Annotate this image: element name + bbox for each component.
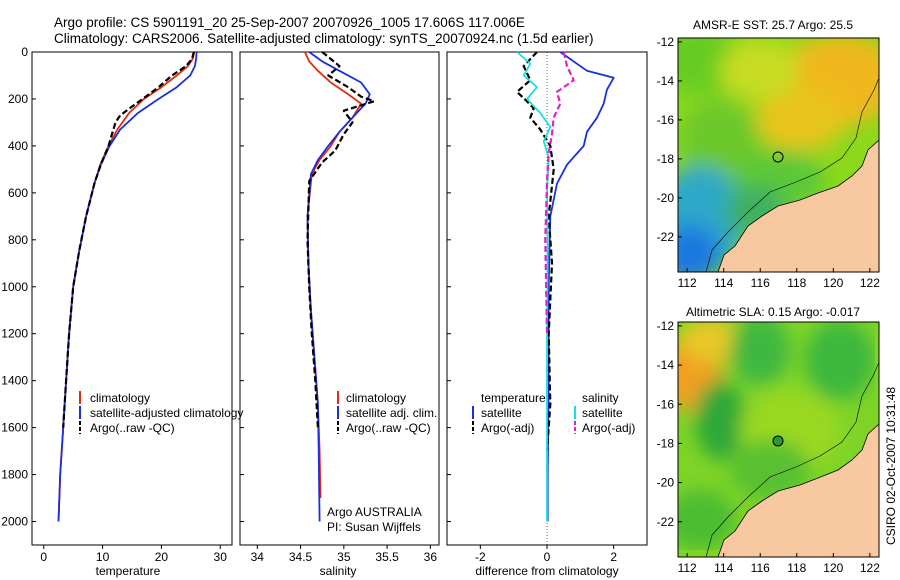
temperature-axis-label: temperature (96, 564, 161, 578)
series-layer (57, 51, 615, 522)
salinity-series-satellite-adj-clim- (306, 51, 371, 522)
depth-tick-label: 1800 (1, 468, 28, 482)
temperature-xtick-label: 20 (155, 550, 169, 564)
amsre-sst-map-lat-label: -12 (657, 35, 675, 49)
amsre-sst-map-lat-label: -18 (657, 152, 675, 166)
axes-layer: 0 10 20 30020040060080010001200140016001800… (1, 45, 617, 564)
altimetric-sla-map-lat-label: -14 (657, 358, 675, 372)
depth-tick-label: 800 (8, 233, 28, 247)
amsre-sst-map-lon-label: 118 (787, 276, 806, 290)
salinity-xtick-label: 36 (424, 550, 438, 564)
altimetric-sla-map-lat-label: -18 (657, 436, 675, 450)
altimetric-sla-map-lon-label: 114 (714, 561, 733, 575)
legend-label-temp-argo: Argo(-adj) (481, 421, 534, 435)
difference-xtick-label: -2 (475, 550, 486, 564)
difference-series-temperature-satellite (546, 51, 615, 522)
header-line-2: Climatology: CARS2006. Satellite-adjuste… (54, 31, 594, 46)
depth-tick-label: 1000 (1, 280, 28, 294)
difference-series-temperature-argo-adj- (515, 51, 555, 452)
temperature-series-satellite-adjusted-climatology (57, 51, 198, 522)
legend-label-temp-satellite: satellite (481, 406, 522, 420)
amsre-sst-map-lon-label: 116 (751, 276, 770, 290)
salinity-xtick-label: 35 (337, 550, 351, 564)
altimetric-sla-map-lon-label: 118 (787, 561, 806, 575)
legend-label-sal-argo: Argo(-adj) (582, 421, 635, 435)
depth-tick-label: 400 (8, 139, 28, 153)
csiro-timestamp: CSIRO 02-Oct-2007 10:31:48 (884, 387, 898, 545)
sst-map-argo-marker (772, 151, 784, 163)
altimetric-sla-map-lat-label: -20 (657, 476, 675, 490)
sst-map-land (717, 139, 879, 272)
temperature-xtick-label: 0 (40, 550, 47, 564)
legend-label-climatology: climatology (90, 391, 150, 405)
difference-xtick-label: 2 (610, 550, 617, 564)
depth-tick-label: 600 (8, 186, 28, 200)
temperature-xtick-label: 30 (214, 550, 228, 564)
depth-tick-label: 1200 (1, 327, 28, 341)
pi-note: PI: Susan Wijffels (327, 520, 421, 534)
sst-map-title: AMSR-E SST: 25.7 Argo: 25.5 (693, 18, 853, 32)
depth-tick-label: 1400 (1, 374, 28, 388)
map-axes-layer: 112 114 116 118 120 122 -12 -14 -16 -18 -20 -22 112 1… (657, 35, 881, 575)
amsre-sst-map-lat-label: -22 (657, 230, 675, 244)
legend-label-climatology: climatology (346, 391, 406, 405)
salinity-xtick-label: 34 (251, 550, 265, 564)
legend-label-argo: Argo(..raw -QC) (90, 421, 175, 435)
temperature-legend: climatology satellite-adjusted climatolo… (79, 391, 243, 435)
difference-axis-label: difference from climatology (475, 564, 618, 578)
difference-xtick-label: 0 (544, 550, 551, 564)
legend-title-salinity: salinity (582, 391, 619, 405)
temperature-xtick-label: 10 (96, 550, 110, 564)
sla-map-land (717, 423, 879, 557)
depth-tick-label: 200 (8, 92, 28, 106)
salinity-xtick-label: 34.5 (289, 550, 313, 564)
header-line-1: Argo profile: CS 5901191_20 25-Sep-2007 … (54, 15, 525, 30)
altimetric-sla-map-lon-label: 112 (678, 561, 697, 575)
altimetric-sla-map-lat-label: -16 (657, 397, 675, 411)
altimetric-sla-map-lon-label: 120 (823, 561, 843, 575)
salinity-plot-frame (239, 51, 440, 546)
depth-tick-label: 0 (21, 45, 28, 59)
temperature-series-climatology (57, 51, 196, 522)
altimetric-sla-map-lat-label: -22 (657, 515, 675, 529)
sla-map-title: Altimetric SLA: 0.15 Argo: -0.017 (686, 305, 860, 319)
sla-map (678, 322, 879, 557)
legend-title-temperature: temperature (481, 391, 546, 405)
salinity-axis-label: salinity (320, 564, 357, 578)
sla-map-depth-contour (705, 361, 879, 557)
amsre-sst-map-lon-label: 112 (678, 276, 697, 290)
salinity-xtick-label: 35.5 (375, 550, 399, 564)
sst-map-depth-contour (705, 77, 879, 272)
legend-label-sal-satellite: satellite (582, 406, 623, 420)
salinity-legend: climatology satellite adj. clim. Argo(..… (327, 391, 437, 534)
altimetric-sla-map-lon-label: 116 (751, 561, 770, 575)
amsre-sst-map-lat-label: -14 (657, 74, 675, 88)
legend-label-satellite: satellite adj. clim. (346, 406, 437, 420)
amsre-sst-map-lon-label: 122 (860, 276, 880, 290)
amsre-sst-map-lat-label: -20 (657, 191, 675, 205)
argo-program-note: Argo AUSTRALIA (327, 505, 422, 519)
altimetric-sla-map-lon-label: 122 (860, 561, 880, 575)
depth-tick-label: 1600 (1, 421, 28, 435)
temperature-series-argo-raw-qc- (62, 51, 195, 428)
salinity-series-argo-raw-qc- (306, 51, 376, 428)
temperature-plot-frame (31, 51, 233, 546)
legend-label-argo: Argo(..raw -QC) (346, 421, 431, 435)
difference-legend: temperature satellite Argo(-adj) salinit… (472, 391, 635, 435)
sst-map (678, 38, 879, 272)
sla-map-argo-marker (772, 435, 784, 447)
legend-label-satellite: satellite-adjusted climatology (90, 406, 243, 420)
depth-tick-label: 2000 (1, 515, 28, 529)
altimetric-sla-map-lat-label: -12 (657, 319, 675, 333)
amsre-sst-map-lon-label: 120 (823, 276, 843, 290)
amsre-sst-map-lat-label: -16 (657, 113, 675, 127)
amsre-sst-map-lon-label: 114 (714, 276, 733, 290)
